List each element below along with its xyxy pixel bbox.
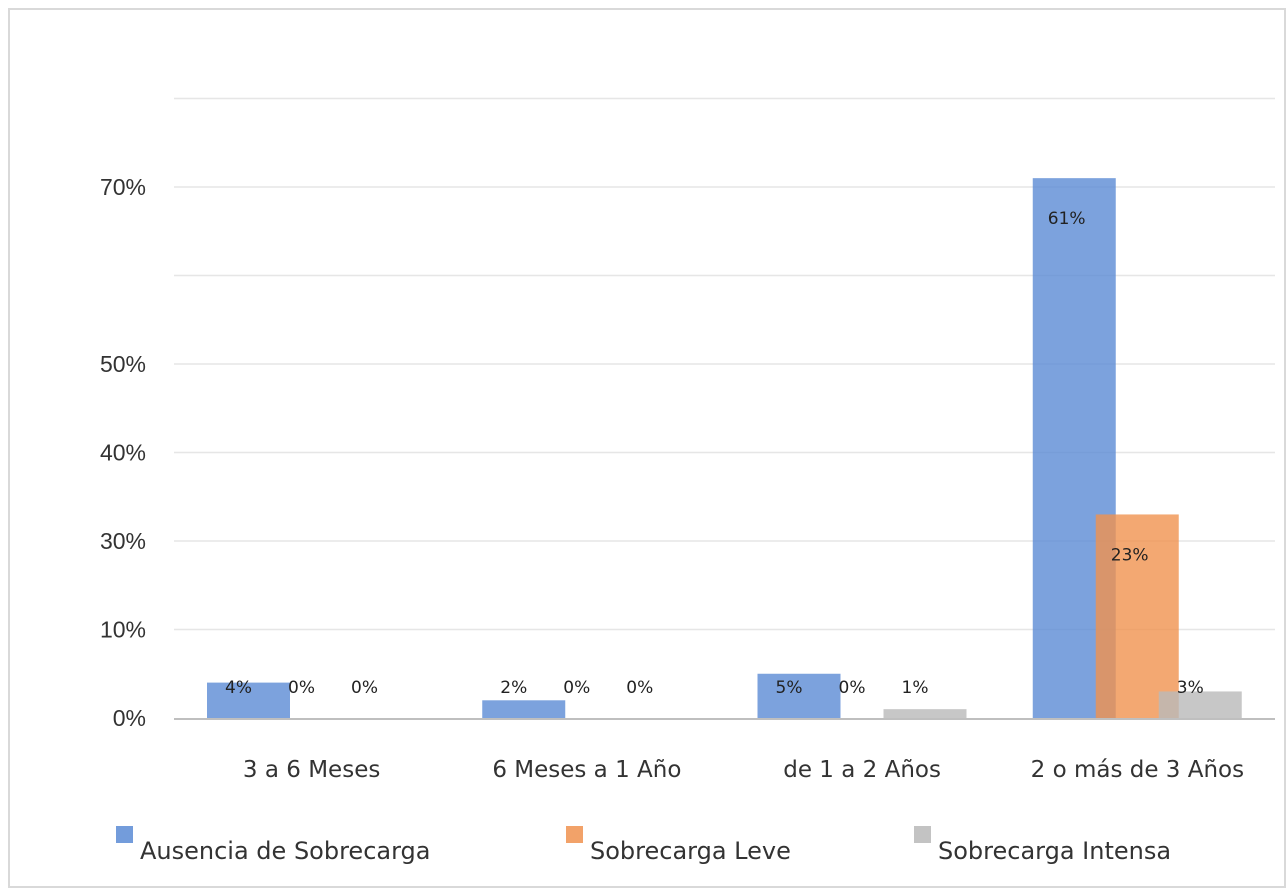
data-label: 2% (500, 678, 527, 698)
y-axis-ticks: 0% 10% 30% 40% 50% 70% (100, 174, 146, 731)
bars (174, 178, 1275, 720)
data-label: 5% (776, 678, 803, 698)
data-label: 0% (288, 678, 315, 698)
legend-swatch (566, 826, 583, 843)
y-tick-label: 0% (113, 705, 146, 731)
data-label: 0% (626, 678, 653, 698)
x-axis-ticks: 3 a 6 Meses 6 Meses a 1 Año de 1 a 2 Años 2… (243, 757, 1244, 783)
bar (1095, 514, 1179, 718)
legend: Ausencia de Sobrecarga Sobrecarga Leve Sob… (116, 826, 1171, 865)
data-label: 0% (839, 678, 866, 698)
data-label: 3% (1177, 678, 1204, 698)
bar (207, 682, 290, 718)
data-label: 0% (563, 678, 590, 698)
y-tick-label: 70% (100, 174, 146, 200)
y-tick-label: 40% (100, 440, 146, 466)
bar (883, 709, 967, 718)
x-tick-label: 3 a 6 Meses (243, 757, 380, 783)
legend-label: Sobrecarga Intensa (938, 837, 1171, 865)
legend-label: Ausencia de Sobrecarga (140, 837, 430, 865)
y-tick-label: 50% (100, 351, 146, 377)
bar-chart: 0% 10% 30% 40% 50% 70% 4% 0% 0% 2% 0% 0% 5% 0% 1% 61% 2… (100, 97, 1275, 865)
data-label: 4% (225, 678, 252, 698)
y-tick-label: 10% (100, 617, 146, 643)
data-label: 1% (902, 678, 929, 698)
data-label: 61% (1048, 209, 1086, 229)
y-tick-label: 30% (100, 528, 146, 554)
data-label: 0% (351, 678, 378, 698)
data-label: 23% (1111, 545, 1149, 565)
bar (482, 700, 566, 718)
x-tick-label: 6 Meses a 1 Año (492, 757, 681, 783)
x-tick-label: de 1 a 2 Años (783, 757, 941, 783)
legend-label: Sobrecarga Leve (590, 837, 791, 865)
bar (757, 673, 841, 718)
legend-swatch (116, 826, 133, 843)
legend-swatch (914, 826, 931, 843)
bar (1158, 691, 1242, 718)
data-labels: 4% 0% 0% 2% 0% 0% 5% 0% 1% 61% 23% 3% (225, 209, 1204, 698)
x-tick-label: 2 o más de 3 Años (1031, 757, 1245, 783)
